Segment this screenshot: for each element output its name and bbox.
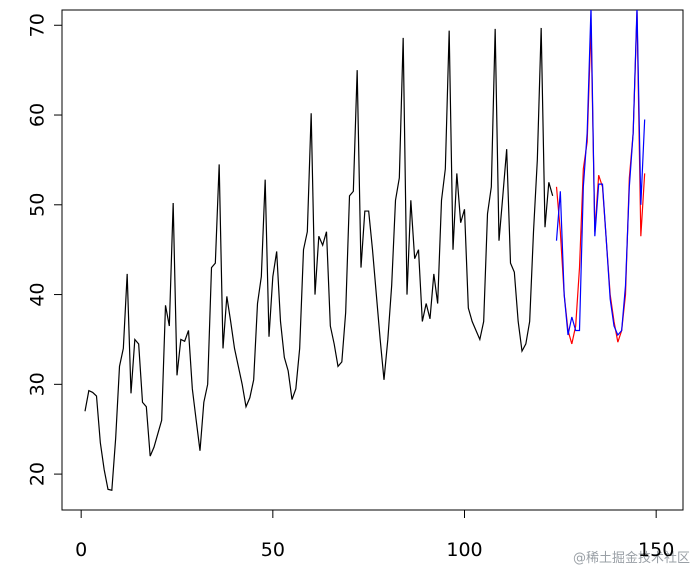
series-line — [555, 11, 646, 345]
y-tick-label: 70 — [27, 13, 49, 37]
x-tick-label: 100 — [446, 539, 482, 561]
x-tick-label: 50 — [261, 539, 285, 561]
y-tick-label: 50 — [27, 193, 49, 217]
series-line — [84, 27, 554, 491]
plot-frame — [61, 9, 684, 511]
y-tick-label: 30 — [27, 372, 49, 396]
y-tick-label: 60 — [27, 103, 49, 127]
y-tick-label: 40 — [27, 282, 49, 306]
x-tick-label: 0 — [75, 539, 87, 561]
plot-area — [84, 10, 646, 491]
y-tick-label: 20 — [27, 462, 49, 486]
x-tick-label: 150 — [638, 539, 674, 561]
watermark: @稀土掘金技术社区 — [573, 550, 690, 566]
series-line — [555, 10, 646, 337]
